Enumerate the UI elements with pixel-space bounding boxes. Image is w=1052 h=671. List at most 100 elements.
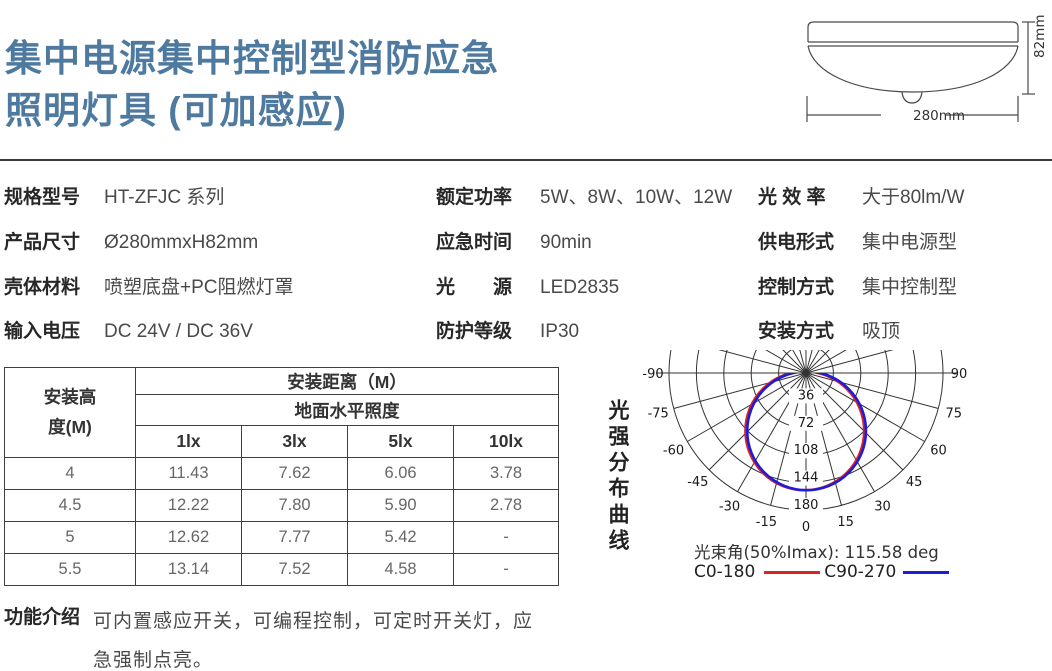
angle-label: 60 [930, 444, 947, 459]
angle-label: 45 [906, 475, 923, 490]
spec-control-mode: 控制方式 集中控制型 [758, 276, 957, 300]
function-intro-label: 功能介绍 [4, 607, 81, 628]
install-distance-table: 安装高 度(M) 安装距离（M） 地面水平照度 1lx 3lx 5lx 10lx… [4, 367, 559, 586]
spec-label: 规格型号 [4, 187, 81, 208]
ring-label-bg [789, 388, 823, 404]
spec-housing-material: 壳体材料 喷塑底盘+PC阻燃灯罩 [4, 276, 294, 300]
spec-ip-rating: 防护等级 IP30 [436, 320, 579, 344]
table-cell: 7.52 [241, 553, 348, 586]
grid-radial [718, 350, 807, 374]
spec-value: 吸顶 [862, 321, 901, 342]
ring-label-bg [789, 470, 823, 486]
table-cell: 13.14 [135, 553, 242, 586]
angle-label: 75 [946, 407, 963, 422]
grid-radial [765, 350, 807, 374]
angle-label: -30 [719, 500, 740, 515]
grid-radial [673, 372, 807, 409]
spec-label: 壳体材料 [4, 277, 81, 298]
grid-radial [805, 350, 813, 374]
spec-input-voltage: 输入电压 DC 24V / DC 36V [4, 320, 253, 344]
page-title: 集中电源集中控制型消防应急 照明灯具 (可加感应) [5, 33, 605, 137]
angle-label: 90 [951, 367, 968, 382]
spec-value: 集中控制型 [862, 277, 958, 298]
angle-label: 30 [874, 500, 891, 515]
page-title-line2: 照明灯具 (可加感应) [5, 90, 347, 131]
angle-label: -90 [642, 367, 663, 382]
table-cell: - [453, 521, 559, 554]
grid-radial [805, 350, 830, 374]
angle-label: -15 [756, 515, 777, 530]
grid-radial [792, 350, 807, 374]
table-header-lux: 10lx [453, 425, 559, 458]
page-title-line1: 集中电源集中控制型消防应急 [5, 38, 499, 79]
function-intro-text: 可内置感应开关，可编程控制，可定时开关灯，应急强制点亮。 [93, 611, 534, 671]
ring-label-bg [789, 443, 823, 459]
spec-value: LED2835 [540, 277, 620, 298]
table-header-lux: 3lx [241, 425, 348, 458]
spec-label: 产品尺寸 [4, 232, 81, 253]
ring-label: 144 [794, 471, 819, 486]
ring-label-bg [789, 415, 823, 431]
table-header-lux: 5lx [347, 425, 454, 458]
grid-radial [805, 350, 820, 374]
curve-C90-270 [745, 373, 868, 492]
ring-label: 108 [794, 443, 819, 458]
legend-label-c90-270: C90-270 [824, 562, 897, 582]
legend-line-c90-270 [903, 570, 950, 574]
angle-label: -60 [663, 444, 684, 459]
spec-value: 90min [540, 232, 592, 253]
table-cell: 5.90 [347, 489, 454, 522]
grid-radial [805, 350, 847, 374]
table-cell: 3.78 [453, 457, 559, 490]
spec-label: 安装方式 [758, 321, 835, 342]
spec-emergency-time: 应急时间 90min [436, 231, 592, 255]
grid-radial [687, 372, 807, 442]
table-row: 5.5 13.14 7.52 4.58 - [4, 553, 559, 586]
table-cell: 7.62 [241, 457, 348, 490]
lamp-diffuser-outline [807, 45, 1019, 93]
beam-angle-caption: 光束角(50%Imax): 115.58 deg [694, 543, 939, 562]
spec-luminous-efficacy: 光 效 率 大于80lm/W [758, 186, 964, 210]
table-cell: - [453, 553, 559, 586]
spec-model: 规格型号 HT-ZFJC 系列 [4, 186, 224, 210]
chart-vertical-title: 光强分布曲线 [606, 399, 629, 555]
grid-radial [782, 350, 807, 374]
spec-value: Ø280mmxH82mm [104, 232, 259, 253]
spec-label: 光 源 [436, 277, 513, 298]
height-dimension-line [1022, 21, 1035, 95]
intensity-distribution-chart: 36 72 108 144 180 -90 -75 -60 -45 -30 -15 0 15 30 45 60… [642, 350, 968, 535]
ring-label: 72 [798, 416, 815, 431]
table-cell: 7.80 [241, 489, 348, 522]
table-row: 4 11.43 7.62 6.06 3.78 [4, 457, 559, 490]
table-cell: 7.77 [241, 521, 348, 554]
lamp-sensor-bump [901, 91, 923, 104]
grid-radial [805, 350, 894, 374]
table-cell: 4.5 [4, 489, 136, 522]
spec-label: 额定功率 [436, 187, 513, 208]
angle-label: -75 [648, 407, 669, 422]
ring-label: 180 [794, 498, 819, 513]
table-cell: 2.78 [453, 489, 559, 522]
lamp-dimension-drawing: 82mm 280mm [806, 15, 1048, 124]
table-cell: 5.5 [4, 553, 136, 586]
ring-label-bg [789, 498, 823, 513]
chart-legend: C0-180 C90-270 [694, 562, 950, 582]
spec-value: 大于80lm/W [862, 187, 965, 208]
spec-mounting: 安装方式 吸顶 [758, 320, 900, 344]
spec-label: 输入电压 [4, 321, 81, 342]
width-dimension-line [806, 96, 1019, 122]
legend-label-c0-180: C0-180 [694, 562, 756, 582]
grid-radial [805, 372, 939, 409]
grid-radial [805, 372, 925, 442]
spec-label: 防护等级 [436, 321, 513, 342]
spec-label: 控制方式 [758, 277, 835, 298]
ring-label: 36 [798, 388, 815, 403]
table-row: 4.5 12.22 7.80 5.90 2.78 [4, 489, 559, 522]
legend-line-c0-180 [764, 570, 821, 574]
grid-radial [799, 350, 807, 374]
table-cell: 4 [4, 457, 136, 490]
lamp-base-outline [807, 21, 1019, 47]
table-cell: 11.43 [135, 457, 242, 490]
spec-value: 喷塑底盘+PC阻燃灯罩 [104, 277, 294, 298]
